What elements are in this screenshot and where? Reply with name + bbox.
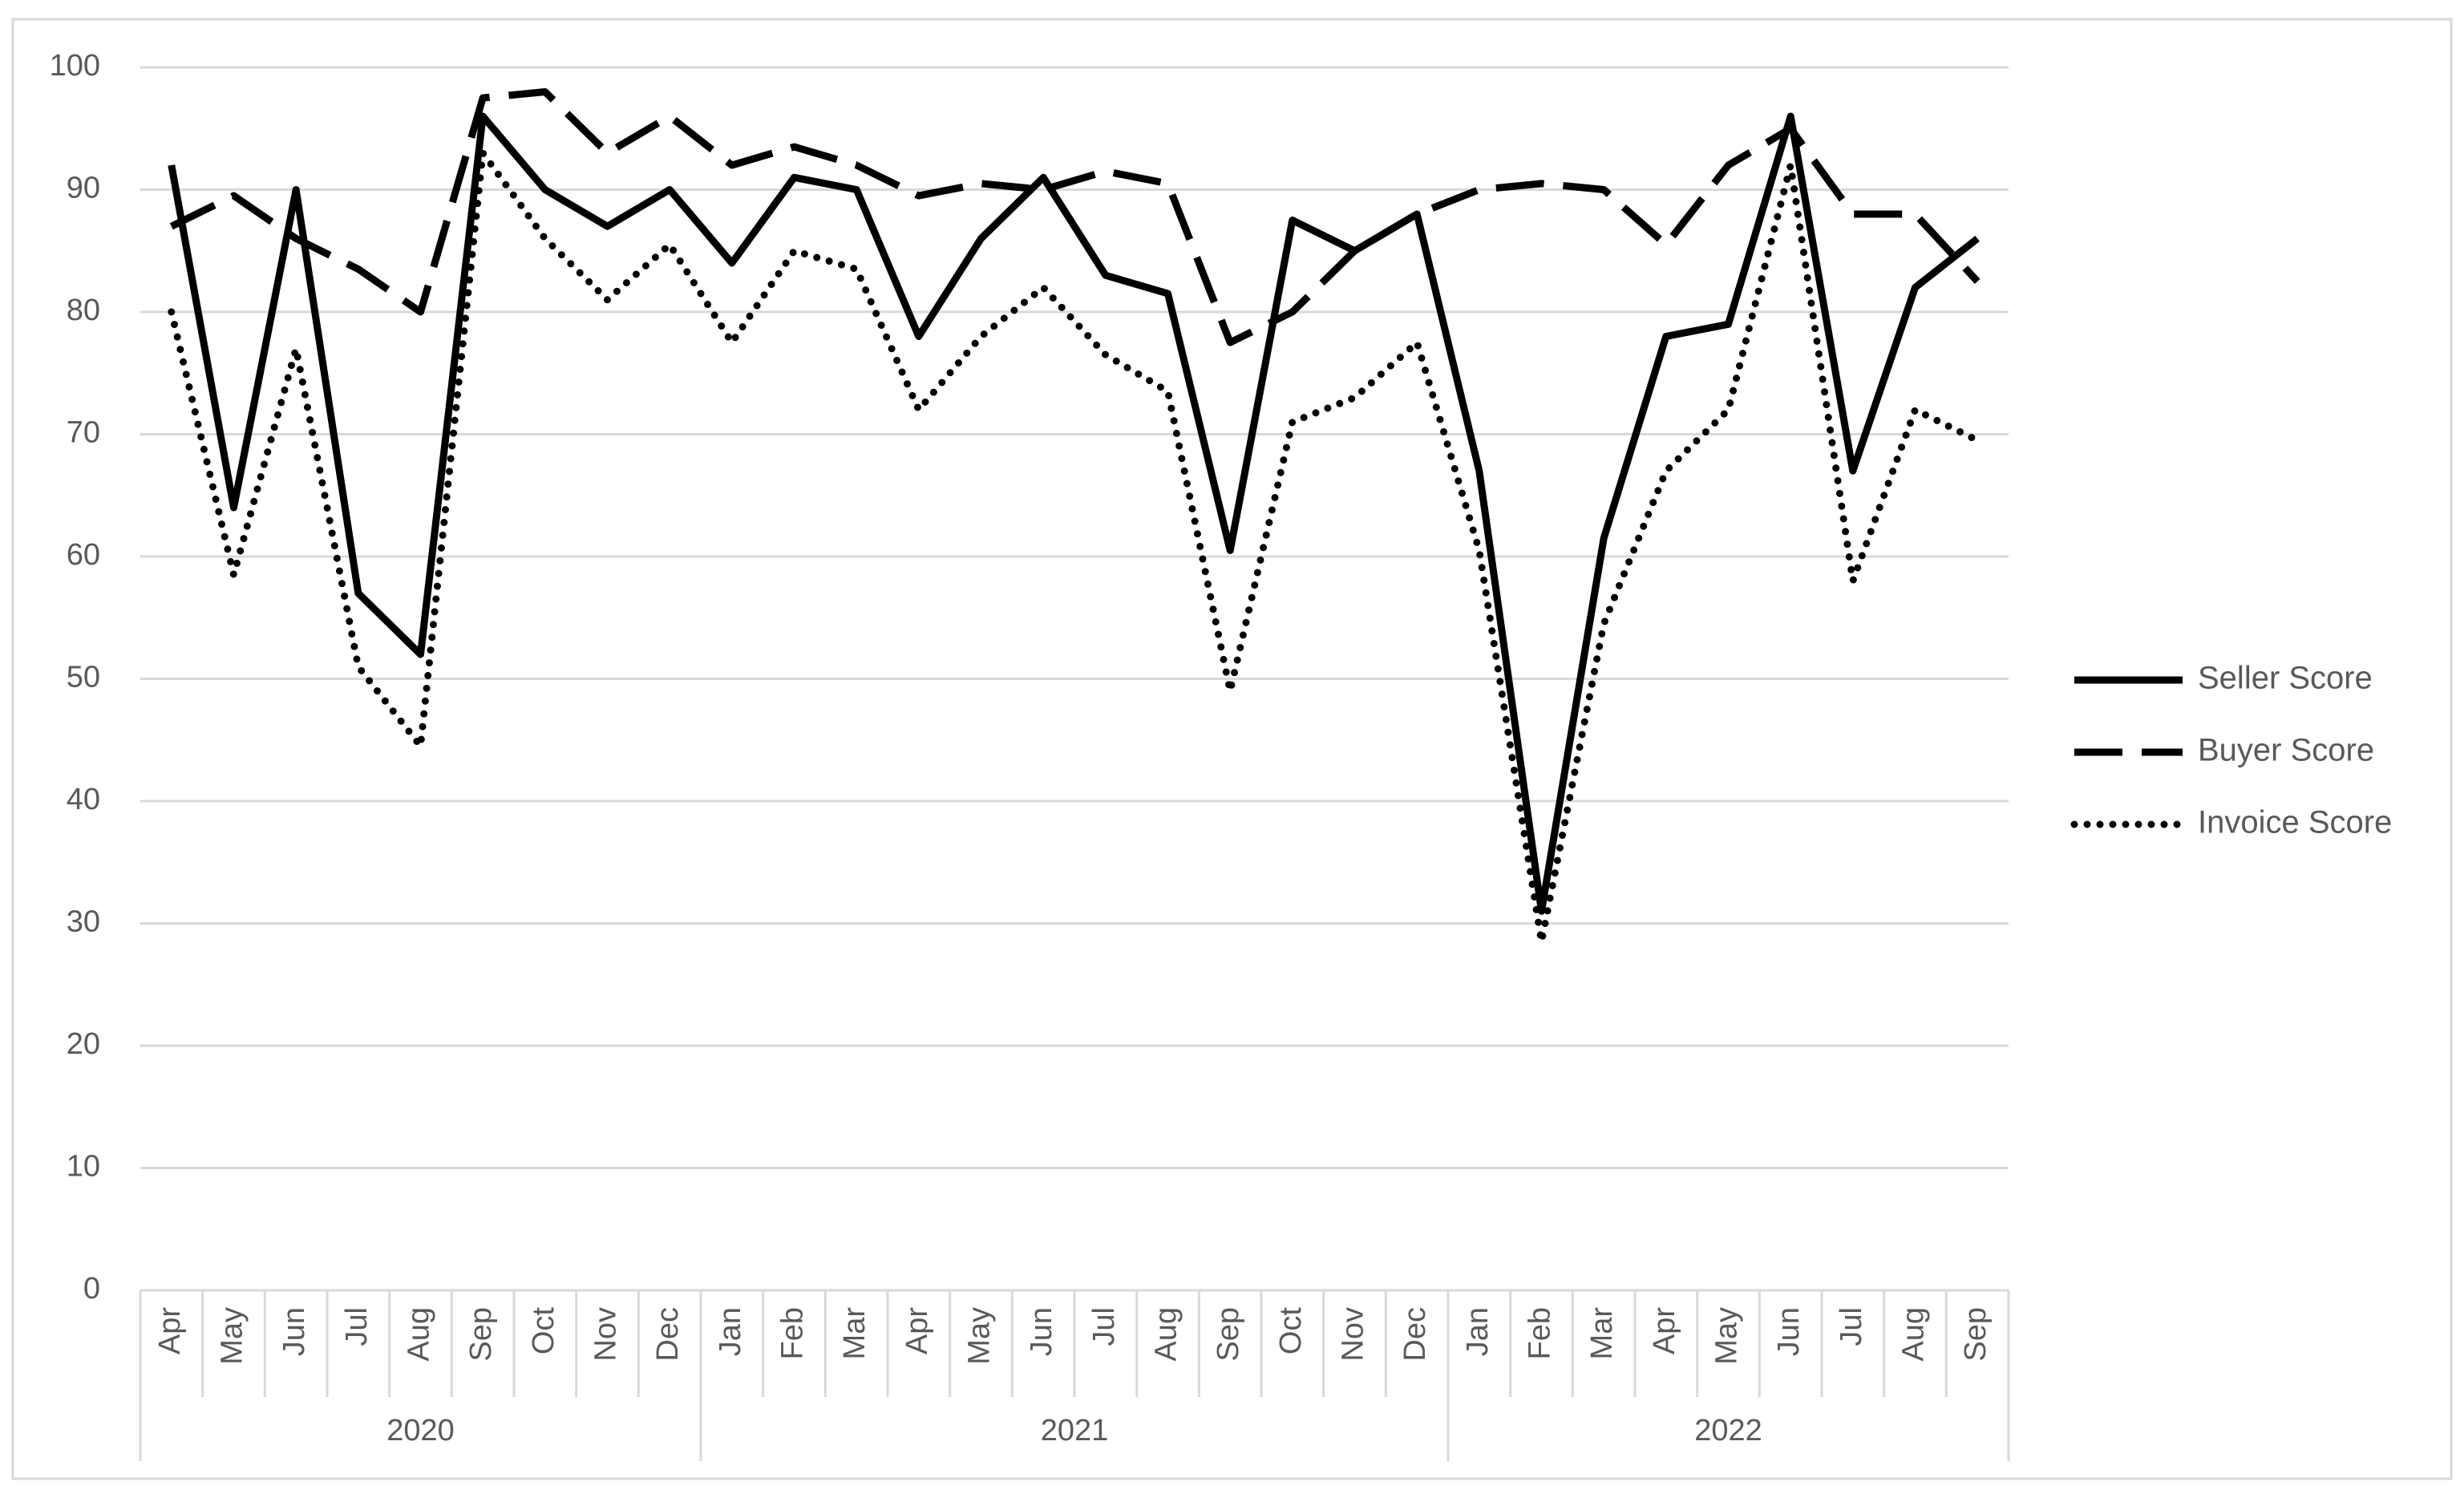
x-tick-label: Dec [651,1307,685,1362]
legend-label-buyer-score: Buyer Score [2198,733,2374,768]
x-tick-label: Jun [277,1307,311,1356]
y-tick-label: 0 [83,1272,100,1306]
y-tick-label: 20 [67,1027,100,1061]
year-label: 2022 [1694,1414,1762,1447]
year-label: 2020 [386,1414,455,1447]
year-label: 2021 [1041,1414,1109,1447]
x-tick-label: Nov [589,1307,623,1362]
x-tick-label: Aug [1897,1307,1931,1362]
x-tick-label: Oct [527,1307,560,1355]
x-tick-label: Jul [1835,1307,1868,1346]
x-tick-label: Aug [403,1307,436,1362]
x-tick-label: Jan [1461,1307,1495,1356]
x-tick-label: Dec [1398,1307,1432,1362]
y-tick-label: 50 [67,661,100,694]
x-tick-label: May [963,1307,997,1365]
x-tick-label: Feb [1523,1307,1557,1359]
x-tick-label: Jun [1772,1307,1806,1356]
x-tick-label: Sep [464,1307,498,1362]
x-tick-label: Mar [1585,1307,1619,1360]
y-tick-label: 40 [67,783,100,816]
legend-label-invoice-score: Invoice Score [2198,805,2392,840]
x-tick-label: Jul [1087,1307,1121,1346]
x-tick-label: May [1710,1307,1744,1365]
x-tick-label: Aug [1150,1307,1183,1362]
x-tick-label: Jul [340,1307,374,1346]
x-tick-label: Oct [1274,1307,1308,1355]
x-tick-label: Mar [838,1307,872,1360]
x-tick-label: Nov [1337,1307,1370,1362]
y-tick-label: 60 [67,538,100,572]
y-tick-label: 70 [67,416,100,450]
legend-label-seller-score: Seller Score [2198,661,2373,696]
y-tick-label: 80 [67,294,100,327]
y-axis: 0 10 20 30 40 50 60 70 80 90 100 [50,49,100,1306]
series-line-seller-score [168,112,1980,915]
y-tick-label: 30 [67,905,100,939]
x-tick-label: Apr [153,1307,187,1354]
x-tick-label: May [216,1307,249,1365]
series-line-buyer-score [169,88,1981,346]
y-tick-label: 90 [67,172,100,205]
x-tick-label: Sep [1212,1307,1245,1362]
series-line-invoice-score [168,149,1981,945]
series-lines [168,88,1981,945]
y-tick-label: 100 [50,49,100,83]
legend: Seller Score Buyer Score Invoice Score [2070,661,2392,840]
x-tick-label: Apr [1648,1307,1681,1354]
x-tick-label: Apr [900,1307,934,1354]
x-tick-label: Sep [1959,1307,1993,1362]
chart-border [11,18,2453,1480]
x-tick-label: Jan [714,1307,747,1356]
x-tick-label: Feb [776,1307,810,1359]
y-tick-label: 10 [67,1150,100,1184]
x-axis: Apr May Jun Jul Aug Sep Oct Nov Dec Jan Feb Mar Apr M… [139,1290,2010,1461]
x-tick-label: Jun [1025,1307,1058,1356]
